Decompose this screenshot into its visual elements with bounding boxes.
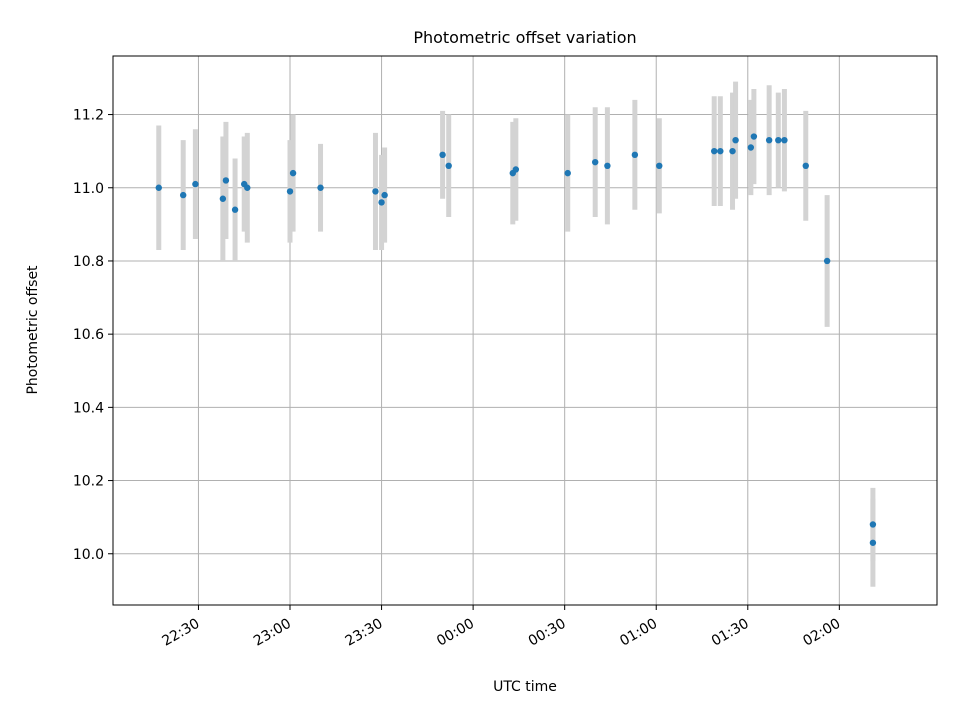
data-point [869, 539, 877, 546]
x-axis: 22:30 23:00 23:30 00:00 00:30 01:00 01:30 02:00 [159, 605, 843, 650]
data-point [192, 180, 199, 188]
data-point [775, 136, 782, 144]
data-point [244, 184, 251, 191]
data-point [564, 169, 571, 177]
y-tick-label: 11.2 [73, 108, 104, 124]
data-point [512, 166, 520, 173]
data-point [765, 136, 773, 144]
data-point [222, 177, 230, 184]
data-point [381, 191, 388, 199]
data-point [781, 136, 788, 144]
plot-frame [112, 55, 938, 606]
x-tick-label: 01:30 [709, 616, 752, 650]
data-point [869, 521, 877, 528]
data-point [591, 158, 599, 166]
data-point [823, 257, 831, 265]
y-axis: 10.0 10.2 10.4 10.6 10.8 11.0 11.2 [73, 108, 113, 563]
grid [113, 56, 937, 605]
y-axis-label: Photometric offset [25, 265, 41, 395]
data-point [656, 162, 663, 169]
data-point [445, 162, 452, 169]
chart-title: Photometric offset variation [413, 28, 636, 47]
data-point [711, 147, 718, 155]
x-tick-label: 02:00 [800, 616, 843, 650]
y-tick-label: 10.2 [73, 474, 104, 490]
data-point [231, 206, 239, 213]
data-point [631, 151, 639, 159]
data-point [729, 147, 736, 155]
data-point [317, 184, 324, 191]
data-point [802, 162, 809, 169]
data-point [289, 169, 297, 177]
data-points [155, 133, 877, 546]
y-tick-label: 10.0 [73, 547, 104, 563]
data-point [750, 133, 758, 140]
data-point [155, 184, 162, 191]
data-point [439, 151, 446, 159]
data-point [372, 188, 379, 195]
x-tick-label: 01:00 [617, 616, 660, 650]
y-tick-label: 10.6 [73, 327, 104, 343]
y-tick-label: 11.0 [73, 181, 104, 197]
data-point [717, 147, 724, 155]
x-tick-label: 00:00 [434, 616, 477, 650]
x-tick-label: 00:30 [526, 616, 569, 650]
data-point [732, 136, 739, 144]
x-axis-label: UTC time [493, 679, 557, 695]
x-tick-label: 23:00 [251, 616, 294, 650]
data-point [286, 188, 294, 195]
x-tick-label: 22:30 [159, 616, 202, 650]
y-tick-label: 10.4 [73, 400, 104, 416]
data-point [179, 191, 187, 199]
data-point [378, 199, 385, 206]
data-point [219, 195, 227, 202]
data-point [604, 162, 611, 169]
data-point [747, 144, 755, 151]
x-tick-label: 23:30 [343, 616, 386, 650]
y-tick-label: 10.8 [73, 254, 104, 270]
